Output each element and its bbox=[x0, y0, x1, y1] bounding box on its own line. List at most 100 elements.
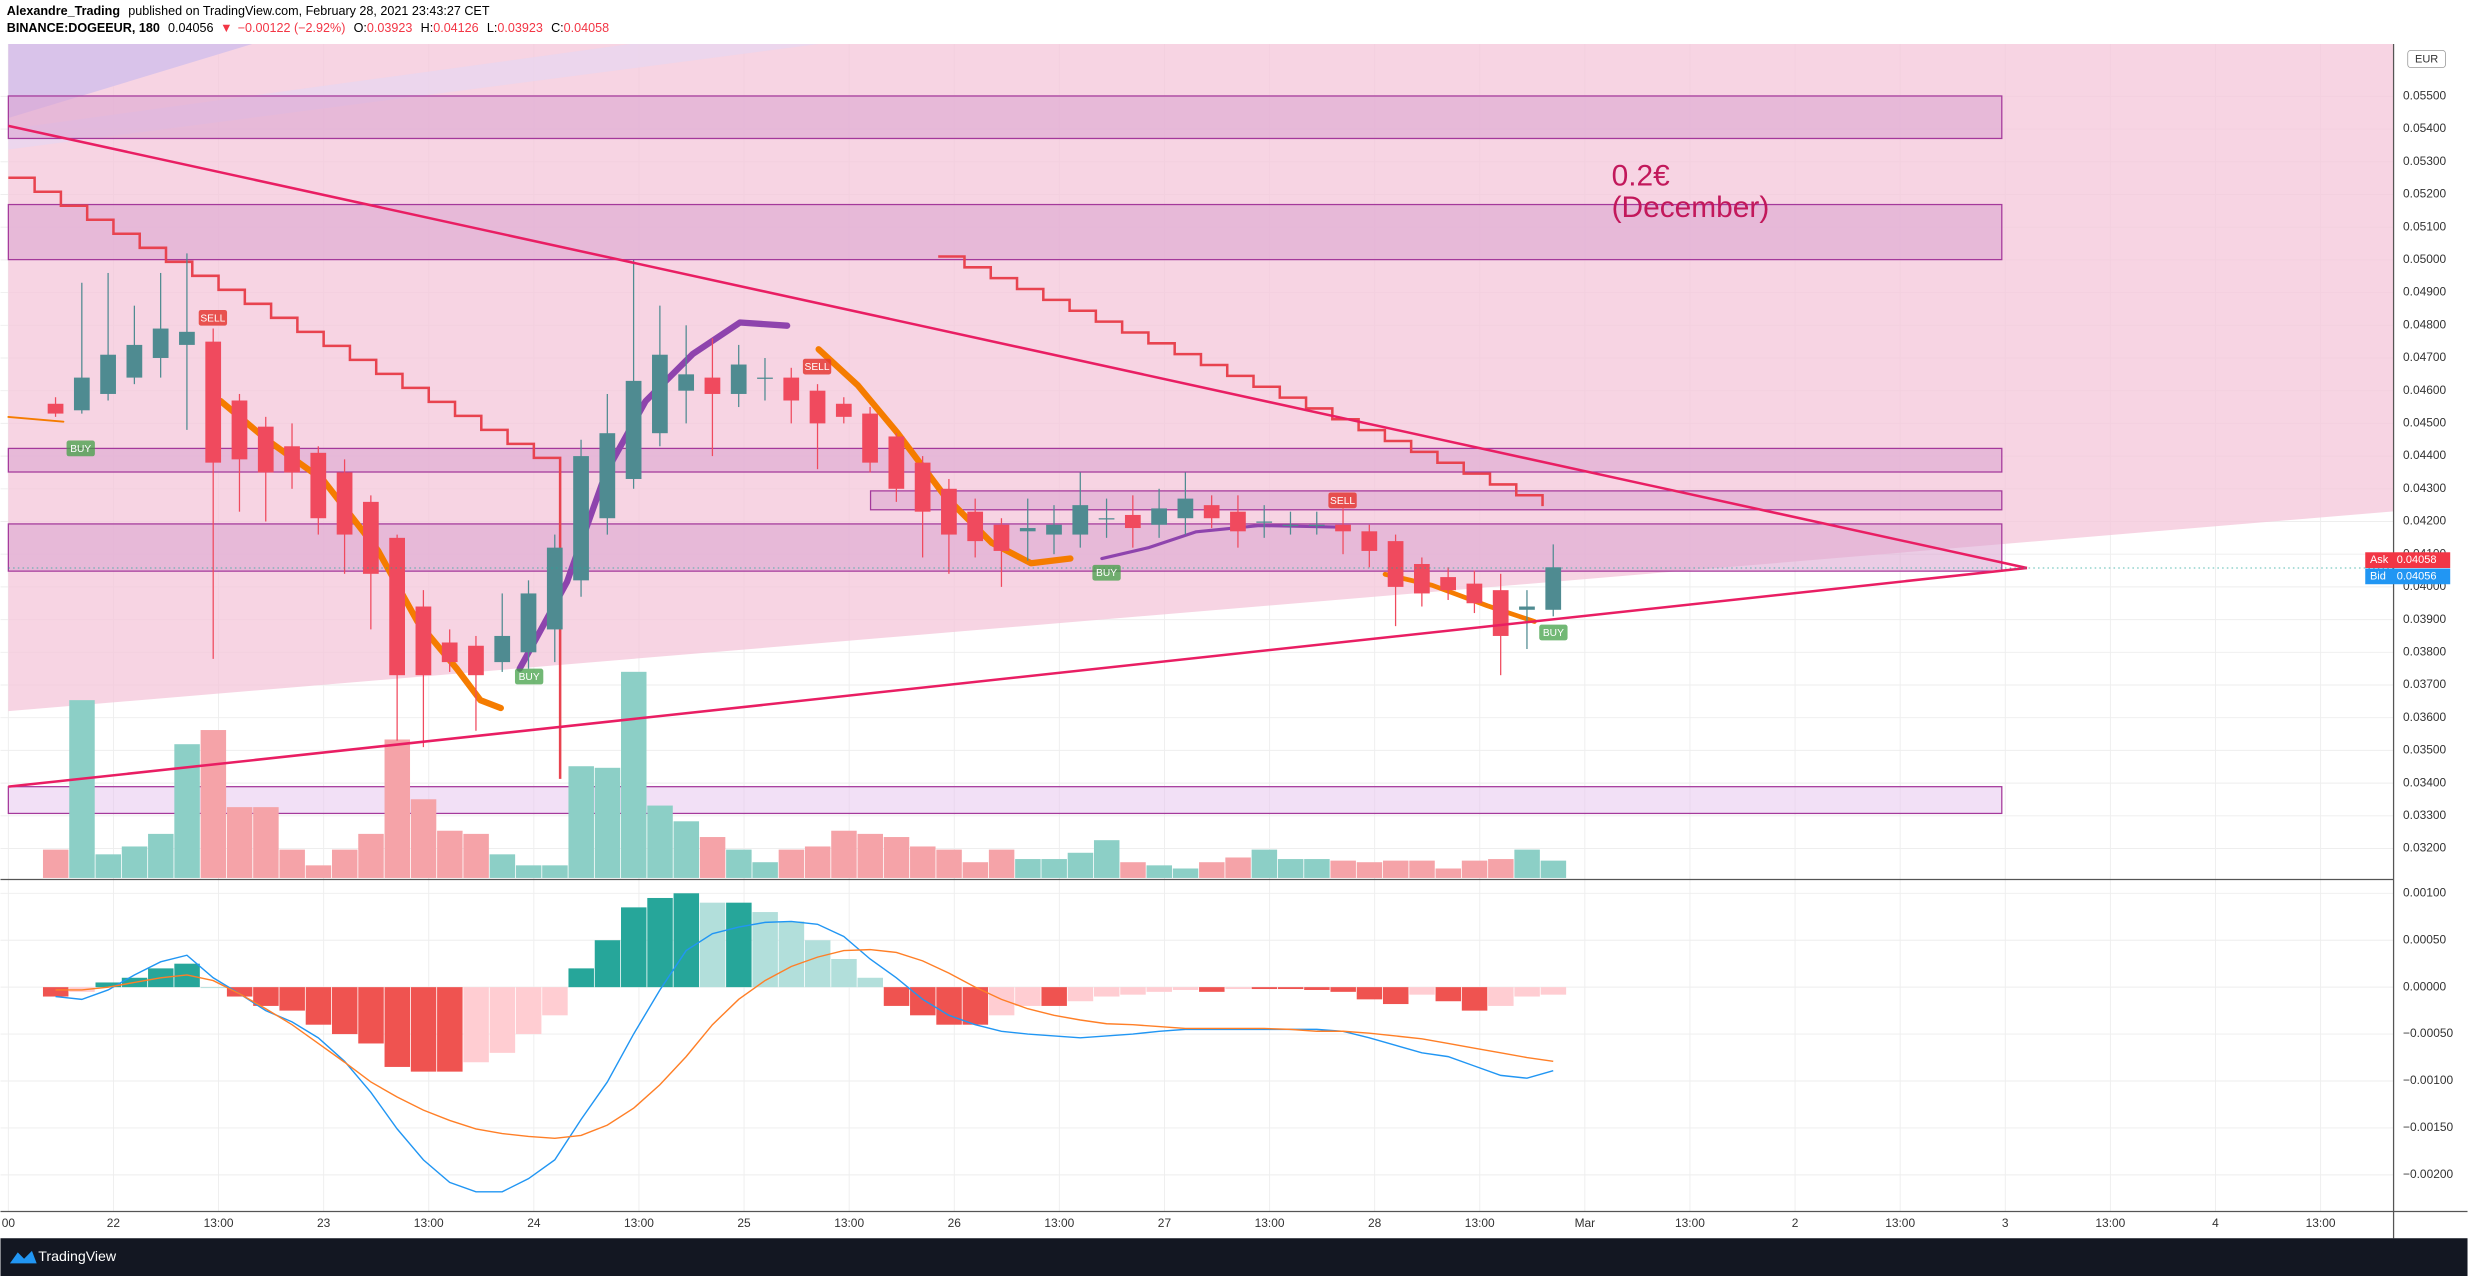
candle-body bbox=[652, 354, 668, 434]
x-tick-label: 13:00 bbox=[624, 1216, 654, 1230]
macd-tick-label: −0.00200 bbox=[2403, 1167, 2453, 1181]
macd-tick-label: −0.00050 bbox=[2403, 1026, 2453, 1040]
volume-bar bbox=[883, 837, 910, 878]
candle-body bbox=[494, 635, 511, 663]
signal-box bbox=[1539, 624, 1568, 641]
y-tick-label: 0.03400 bbox=[2403, 775, 2447, 789]
footer bbox=[0, 1238, 2468, 1276]
x-tick-label: 13:00 bbox=[1255, 1216, 1285, 1230]
macd-histogram-bar bbox=[331, 987, 358, 1035]
macd-histogram-bar bbox=[1041, 987, 1067, 1006]
x-tick-label: 13:00 bbox=[2095, 1216, 2125, 1230]
macd-histogram-bar bbox=[1067, 987, 1094, 1002]
macd-histogram-bar bbox=[1409, 987, 1435, 995]
y-tick-label: 0.04600 bbox=[2403, 383, 2447, 397]
y-tick-label: 0.04400 bbox=[2403, 448, 2447, 462]
macd-histogram-bar bbox=[778, 921, 805, 988]
macd-histogram-bar bbox=[699, 902, 726, 988]
volume-bar bbox=[1461, 860, 1488, 878]
volume-bar bbox=[437, 830, 463, 878]
macd-histogram-bar bbox=[358, 987, 384, 1044]
axes: 0.03200 0.03300 0.03400 0.03500 0.03600 0.037… bbox=[2, 89, 2454, 1231]
candle-body bbox=[1335, 524, 1351, 532]
candle-body bbox=[1492, 590, 1509, 636]
candle-body bbox=[993, 524, 1010, 551]
volume-bar bbox=[1356, 862, 1383, 878]
candle-body bbox=[47, 403, 64, 414]
macd-histogram-bar bbox=[1015, 987, 1041, 1006]
macd-line bbox=[55, 920, 1554, 1193]
ribbon bbox=[516, 319, 791, 672]
x-tick-label: 24 bbox=[527, 1216, 541, 1230]
volume-bar bbox=[515, 865, 542, 878]
signal-box bbox=[514, 668, 544, 685]
macd-tick-label: −0.00150 bbox=[2403, 1120, 2453, 1134]
x-tick-label: 13:00 bbox=[1044, 1216, 1074, 1230]
candle-body bbox=[389, 537, 405, 676]
y-tick-label: 0.03900 bbox=[2403, 612, 2447, 626]
candle-body bbox=[599, 433, 616, 519]
y-tick-label: 0.05500 bbox=[2403, 89, 2447, 103]
candle-body bbox=[888, 436, 905, 489]
candle-body bbox=[625, 380, 642, 479]
volume-bar bbox=[1225, 857, 1251, 878]
l-label: L: bbox=[487, 21, 498, 35]
candle-body bbox=[1413, 564, 1430, 594]
candle-body bbox=[546, 547, 563, 630]
volume-bar bbox=[831, 830, 857, 878]
zone bbox=[7, 203, 2003, 261]
bid-label: Bid bbox=[2370, 570, 2386, 582]
y-tick-label: 0.03200 bbox=[2403, 841, 2447, 855]
candle-body bbox=[1519, 606, 1535, 610]
macd-pane bbox=[42, 893, 1567, 1193]
y-tick-label: 0.04900 bbox=[2403, 285, 2447, 299]
volume-bar bbox=[42, 849, 69, 878]
signal-box bbox=[1328, 492, 1357, 509]
volume-bar bbox=[95, 854, 122, 878]
y-tick-label: 0.03800 bbox=[2403, 644, 2447, 658]
volume-bar bbox=[778, 849, 805, 878]
arrow: ▼ bbox=[220, 21, 232, 35]
macd-histogram-bar bbox=[279, 987, 305, 1011]
candle-body bbox=[1282, 524, 1299, 527]
macd-histogram-bar bbox=[515, 987, 542, 1035]
candle-body bbox=[1019, 528, 1036, 532]
x-tick-label: 13:00 bbox=[204, 1216, 234, 1230]
volume-bar bbox=[1409, 860, 1435, 878]
candle-body bbox=[441, 642, 458, 663]
volume-bar bbox=[699, 837, 726, 878]
header-bg bbox=[0, 0, 2468, 43]
y-tick-label: 0.03500 bbox=[2403, 743, 2447, 757]
candle-body bbox=[1308, 524, 1325, 527]
candle-body bbox=[809, 390, 826, 424]
candle-body bbox=[573, 456, 589, 581]
c-label: C: bbox=[551, 21, 564, 35]
macd-histogram-bar bbox=[1120, 987, 1146, 995]
macd-histogram-bar bbox=[1199, 987, 1225, 992]
candle-body bbox=[967, 511, 984, 542]
candle-body bbox=[231, 400, 248, 460]
macd-tick-label: 0.00100 bbox=[2403, 885, 2447, 899]
volume-bar bbox=[1330, 860, 1356, 878]
step-line bbox=[8, 176, 562, 779]
trendline bbox=[8, 124, 2028, 570]
macd-histogram-bar bbox=[1225, 987, 1251, 990]
macd-histogram-bar bbox=[647, 897, 673, 988]
candle-body bbox=[73, 377, 90, 411]
zone bbox=[869, 490, 2003, 511]
macd-tick-label: 0.00000 bbox=[2403, 979, 2447, 993]
volume-bar bbox=[279, 849, 305, 878]
annotation: 0.2€ bbox=[1612, 160, 1671, 193]
x-tick-label: 13:00 bbox=[1465, 1216, 1495, 1230]
y-tick-label: 0.05200 bbox=[2403, 187, 2447, 201]
signal-label: SELL bbox=[805, 362, 830, 373]
candle-body bbox=[1177, 498, 1194, 519]
signal-box bbox=[66, 440, 95, 457]
macd-histogram-bar bbox=[1093, 987, 1120, 997]
symbol: BINANCE:DOGEEUR, 180 bbox=[7, 21, 160, 35]
candle-body bbox=[205, 341, 222, 463]
candle-body bbox=[1466, 583, 1483, 604]
macd-histogram-bar bbox=[1330, 987, 1356, 992]
change: −0.00122 (−2.92%) bbox=[238, 21, 346, 35]
macd-histogram-bar bbox=[437, 987, 463, 1072]
